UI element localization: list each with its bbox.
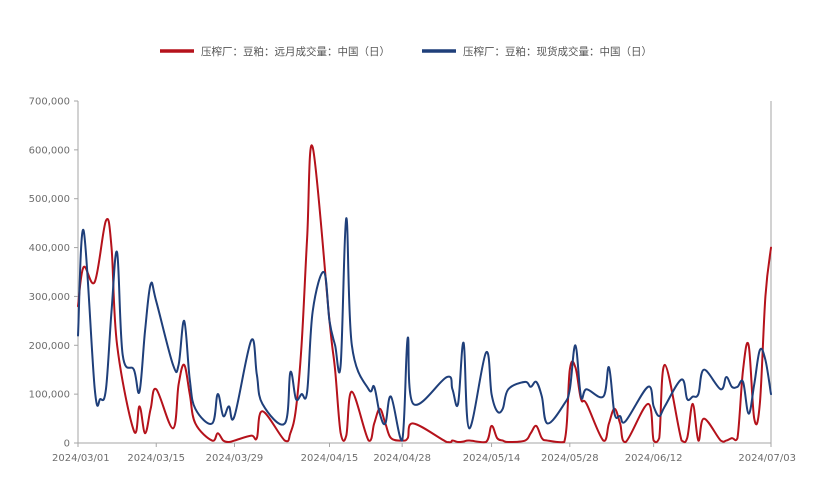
- x-tick-label: 2024/05/28: [541, 453, 599, 464]
- y-tick-label: 600,000: [29, 145, 70, 156]
- legend-label-series-2: 压榨厂：豆粕：现货成交量：中国（日）: [463, 45, 652, 58]
- x-tick-label: 2024/04/15: [301, 453, 359, 464]
- x-tick-label: 2024/03/01: [52, 453, 110, 464]
- x-tick-label: 2024/04/28: [373, 453, 431, 464]
- legend-label-series-1: 压榨厂：豆粕：远月成交量：中国（日）: [201, 45, 390, 58]
- y-tick-label: 100,000: [29, 390, 70, 401]
- legend: 压榨厂：豆粕：远月成交量：中国（日） 压榨厂：豆粕：现货成交量：中国（日）: [160, 45, 652, 58]
- y-tick-label: 500,000: [29, 194, 70, 205]
- y-tick-labels: 0 100,000 200,000 300,000 400,000 500,000 600,…: [29, 97, 78, 450]
- series-line-1: [77, 144, 772, 444]
- x-tick-label: 2024/06/12: [625, 453, 683, 464]
- y-tick-label: 200,000: [29, 341, 70, 352]
- y-tick-label: 0: [64, 439, 70, 450]
- x-tick-label: 2024/03/29: [206, 453, 264, 464]
- y-tick-label: 700,000: [29, 97, 70, 108]
- x-tick-label: 2024/05/14: [463, 453, 521, 464]
- x-tick-label: 2024/07/03: [738, 453, 796, 464]
- series-lines: [77, 144, 772, 444]
- x-tick-labels: 2024/03/01 2024/03/15 2024/03/29 2024/04/15…: [52, 443, 796, 464]
- y-tick-label: 300,000: [29, 292, 70, 303]
- x-tick-label: 2024/03/15: [127, 453, 185, 464]
- series-line-2: [77, 217, 772, 442]
- y-tick-label: 400,000: [29, 243, 70, 254]
